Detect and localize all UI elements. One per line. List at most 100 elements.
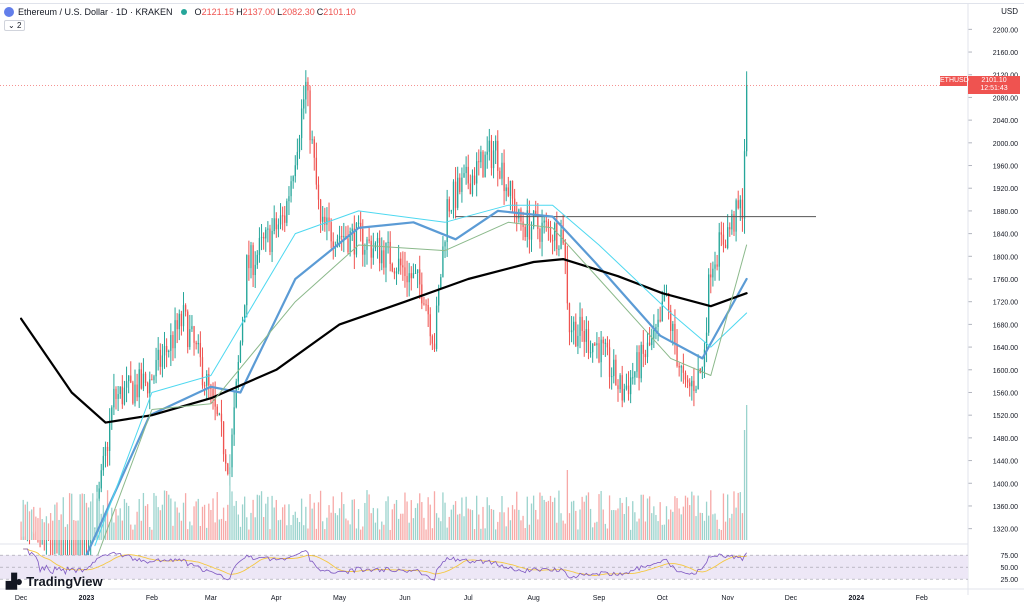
volume-bar [151, 529, 153, 540]
volume-bar [96, 491, 98, 540]
candle-body [596, 343, 598, 346]
candle-body [303, 99, 305, 109]
candle-body [503, 162, 505, 192]
volume-bar [163, 490, 166, 540]
candle-body [341, 235, 343, 237]
tradingview-brand[interactable]: ▟● TradingView [6, 573, 103, 590]
volume-bar [286, 525, 288, 540]
rsi-level-label: 50.00 [1000, 565, 1018, 572]
volume-bar [284, 504, 286, 540]
volume-bar [425, 529, 427, 540]
volume-bar [37, 518, 39, 540]
volume-bar [317, 502, 320, 540]
candle-body [400, 258, 402, 266]
candle-body [625, 385, 628, 389]
volume-bar [589, 508, 592, 540]
volume-bar [463, 516, 465, 540]
volume-bar [406, 501, 408, 540]
volume-bar [309, 494, 311, 540]
volume-bar [58, 519, 60, 540]
candle-body [385, 242, 387, 268]
candle-body [507, 187, 509, 196]
volume-bar [705, 501, 708, 540]
volume-bar [621, 502, 623, 540]
candle-body [712, 268, 714, 278]
candle-body [729, 227, 731, 230]
volume-bar [522, 515, 524, 540]
candle-body [427, 305, 429, 315]
candle-body [408, 273, 410, 283]
candle-body [237, 361, 239, 382]
candle-body [214, 395, 216, 407]
volume-bar [528, 524, 531, 540]
volume-bar [478, 514, 480, 540]
volume-bar [146, 504, 149, 540]
candle-body [438, 289, 440, 306]
candle-body [594, 343, 596, 346]
volume-bar [661, 524, 663, 540]
candle-body [269, 228, 271, 253]
candle-body [547, 221, 550, 227]
volume-bar [701, 512, 704, 540]
volume-bar [509, 520, 512, 540]
candle-body [187, 311, 189, 348]
volume-bar [239, 526, 242, 540]
candle-body [410, 273, 412, 279]
indicators-collapse-button[interactable]: ⌄ 2 [4, 20, 26, 31]
candle-body [182, 305, 185, 327]
candle-body [627, 385, 630, 395]
candle-body [146, 382, 149, 394]
currency-label[interactable]: USD [1001, 7, 1018, 16]
volume-bar [206, 527, 208, 540]
volume-bar [90, 501, 92, 540]
volume-bar [71, 493, 73, 540]
candle-body [674, 323, 676, 345]
candle-body [459, 177, 461, 192]
volume-bar [149, 526, 151, 540]
volume-bar [547, 500, 550, 540]
candle-body [495, 140, 497, 151]
volume-bar [629, 529, 632, 540]
candle-body [667, 293, 670, 311]
volume-bar [684, 495, 687, 540]
candle-body [651, 338, 653, 346]
volume-bar [720, 529, 722, 540]
volume-bar [216, 492, 218, 540]
candle-body [275, 218, 277, 230]
ohlc-low-label: L [277, 7, 283, 17]
volume-bar [353, 499, 355, 540]
candle-body [170, 335, 172, 351]
volume-bar [549, 495, 552, 540]
candle-body [442, 246, 444, 278]
candle-body [684, 372, 687, 380]
volume-bar [710, 490, 712, 540]
volume-bar [416, 503, 419, 540]
volume-bar [473, 529, 476, 540]
candle-body [317, 184, 320, 200]
volume-bar [682, 506, 685, 540]
volume-bar [328, 505, 330, 540]
volume-bar [393, 503, 396, 540]
candle-body [260, 236, 263, 239]
x-tick-label: Feb [146, 595, 158, 602]
candle-body [250, 245, 252, 269]
candle-body [629, 377, 632, 395]
volume-bar [252, 499, 254, 540]
volume-bar [410, 500, 412, 540]
volume-bar [714, 513, 716, 540]
volume-bar [142, 492, 145, 540]
volume-bar [237, 514, 239, 540]
volume-bar [402, 513, 404, 540]
volume-bar [429, 504, 431, 540]
tradingview-logo-icon: ▟● [6, 573, 23, 589]
volume-bar [644, 521, 647, 540]
candle-body [558, 248, 560, 250]
volume-bar [598, 494, 600, 540]
volume-bar [480, 528, 482, 540]
volume-bar [269, 529, 271, 540]
volume-bar [22, 499, 24, 540]
candle-body [100, 470, 102, 489]
volume-bar [511, 505, 514, 540]
volume-bar [535, 509, 537, 540]
